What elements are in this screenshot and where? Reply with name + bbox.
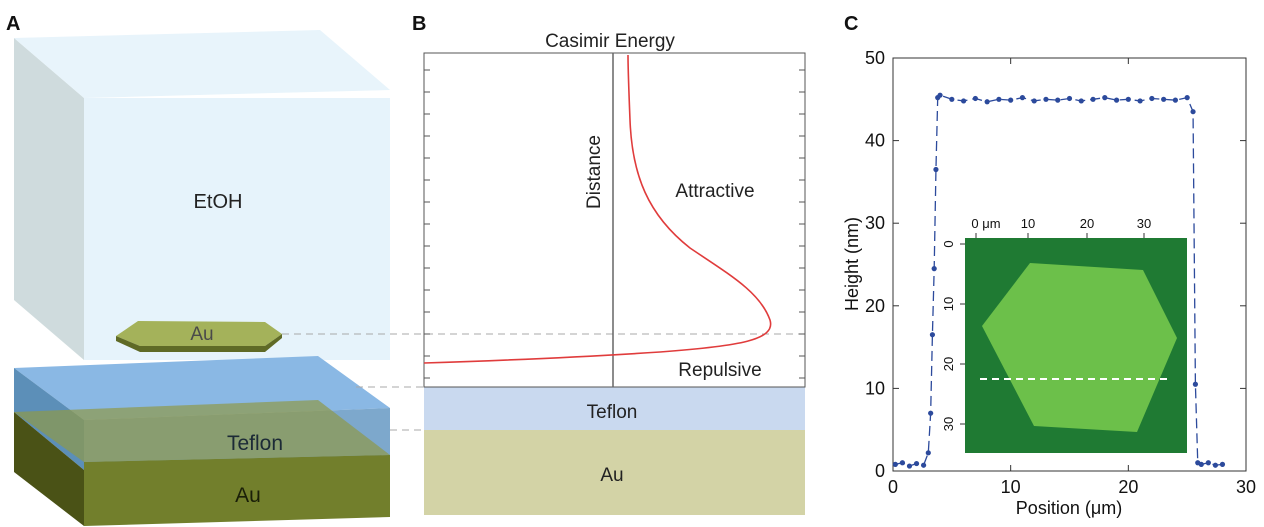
height-plot-axes: 0 10 20 30 0 10 20 30 40 50: [865, 48, 1256, 497]
au-flake: [116, 321, 282, 352]
au-substrate: [14, 400, 390, 526]
inset-ticks: 0 μm 10 20 30 0 10 20 30: [941, 216, 1151, 431]
x-tick-label-2: 20: [1118, 477, 1138, 497]
data-point-0-5: [925, 450, 931, 456]
data-point-0-6: [928, 410, 934, 416]
data-point-0-37: [1205, 460, 1211, 466]
panel-b: B Casimir Energy Teflon Au Distance Attr…: [412, 13, 806, 515]
panel-c: C 0 10 20 30 0 10 20 30 40 50 Position (μm) Heigh…: [842, 13, 1256, 518]
data-point-0-3: [913, 460, 920, 467]
data-point-0-13: [961, 98, 967, 104]
data-point-0-29: [1149, 95, 1155, 102]
substrate-layer-b: [424, 430, 805, 515]
data-point-0-17: [1008, 97, 1014, 103]
inset-top-tick-label-1: 10: [1021, 216, 1035, 231]
flake-top-face: [116, 321, 282, 346]
energy-plot-title: Casimir Energy: [545, 31, 675, 52]
data-point-0-19: [1031, 98, 1037, 104]
panel-a: A EtOH Au Teflon Au: [6, 13, 390, 526]
height-plot-frame: [892, 57, 1247, 472]
y-tick-label-4: 40: [865, 131, 885, 151]
data-point-0-8: [931, 266, 937, 272]
energy-plot-ticks: [424, 69, 805, 379]
etoh-label: EtOH: [194, 191, 243, 213]
substrate-front-face: [84, 455, 390, 526]
distance-axis-label: Distance: [584, 135, 605, 209]
data-point-0-38: [1212, 462, 1219, 468]
data-point-0-34: [1192, 381, 1199, 387]
x-axis-title: Position (μm): [1016, 498, 1122, 518]
data-point-0-4: [920, 462, 927, 468]
data-point-0-22: [1066, 95, 1073, 102]
data-point-0-31: [1172, 97, 1178, 103]
substrate-label-b: Au: [600, 465, 623, 486]
y-tick-label-5: 50: [865, 48, 885, 68]
data-point-0-11: [937, 92, 943, 98]
panel-c-letter: C: [844, 13, 858, 35]
data-point-0-2: [906, 463, 913, 469]
flake-edge: [116, 334, 282, 352]
energy-plot-frame: [423, 52, 806, 388]
data-point-0-18: [1019, 95, 1026, 101]
data-point-0-7: [929, 332, 936, 338]
data-point-0-12: [949, 96, 955, 102]
attractive-label: Attractive: [675, 181, 754, 202]
connector-lines: [282, 333, 805, 431]
x-tick-label-3: 30: [1236, 477, 1256, 497]
teflon-label-b: Teflon: [587, 402, 638, 423]
panel-b-letter: B: [412, 13, 426, 35]
y-tick-label-1: 10: [865, 378, 885, 398]
teflon-label-a: Teflon: [227, 432, 283, 455]
substrate-top-face: [14, 400, 390, 462]
data-point-0-25: [1102, 95, 1108, 101]
y-tick-label-0: 0: [875, 461, 885, 481]
panel-a-letter: A: [6, 13, 20, 35]
data-point-0-0: [892, 461, 898, 467]
etoh-side-face: [14, 38, 84, 360]
casimir-energy-curve: [423, 54, 772, 364]
inset-left-tick-label-1: 10: [941, 297, 956, 311]
inset-flake: [982, 263, 1177, 432]
etoh-front-face: [84, 98, 390, 360]
data-point-0-33: [1190, 109, 1196, 115]
y-tick-label-2: 20: [865, 296, 885, 316]
flake-label: Au: [190, 324, 213, 345]
data-point-0-39: [1219, 461, 1226, 467]
data-point-0-30: [1161, 96, 1167, 102]
data-point-0-27: [1125, 96, 1131, 102]
x-tick-label-1: 10: [1001, 477, 1021, 497]
etoh-top-face: [14, 30, 390, 98]
afm-inset: 0 μm 10 20 30 0 10 20 30: [941, 216, 1187, 453]
etoh-volume: [14, 30, 390, 360]
repulsive-label: Repulsive: [678, 360, 761, 381]
teflon-layer-b: [424, 387, 805, 430]
data-point-0-28: [1137, 98, 1143, 104]
y-axis-title: Height (nm): [842, 217, 862, 311]
inset-left-tick-label-2: 20: [941, 357, 956, 371]
series-line-0: [895, 94, 1223, 467]
inset-top-tick-label-0: 0 μm: [971, 216, 1000, 231]
x-tick-label-0: 0: [888, 477, 898, 497]
data-point-0-36: [1198, 461, 1204, 467]
substrate-label-a: Au: [235, 484, 261, 507]
inset-top-tick-label-2: 20: [1080, 216, 1094, 231]
data-point-0-15: [984, 99, 990, 105]
inset-left-tick-label-0: 0: [941, 240, 956, 247]
substrate-side-face: [14, 412, 84, 526]
data-point-0-26: [1113, 97, 1120, 103]
data-point-0-16: [996, 96, 1002, 102]
data-point-0-14: [972, 95, 978, 102]
data-point-0-24: [1090, 96, 1096, 102]
data-point-0-1: [899, 460, 906, 466]
height-profile-series: [892, 92, 1226, 469]
y-tick-label-3: 30: [865, 213, 885, 233]
inset-left-tick-label-3: 30: [941, 417, 956, 431]
inset-top-tick-label-3: 30: [1137, 216, 1151, 231]
data-point-0-20: [1043, 96, 1049, 102]
data-point-0-9: [933, 166, 939, 173]
data-point-0-23: [1078, 98, 1084, 104]
data-point-0-21: [1055, 97, 1061, 103]
data-point-0-32: [1184, 95, 1190, 101]
